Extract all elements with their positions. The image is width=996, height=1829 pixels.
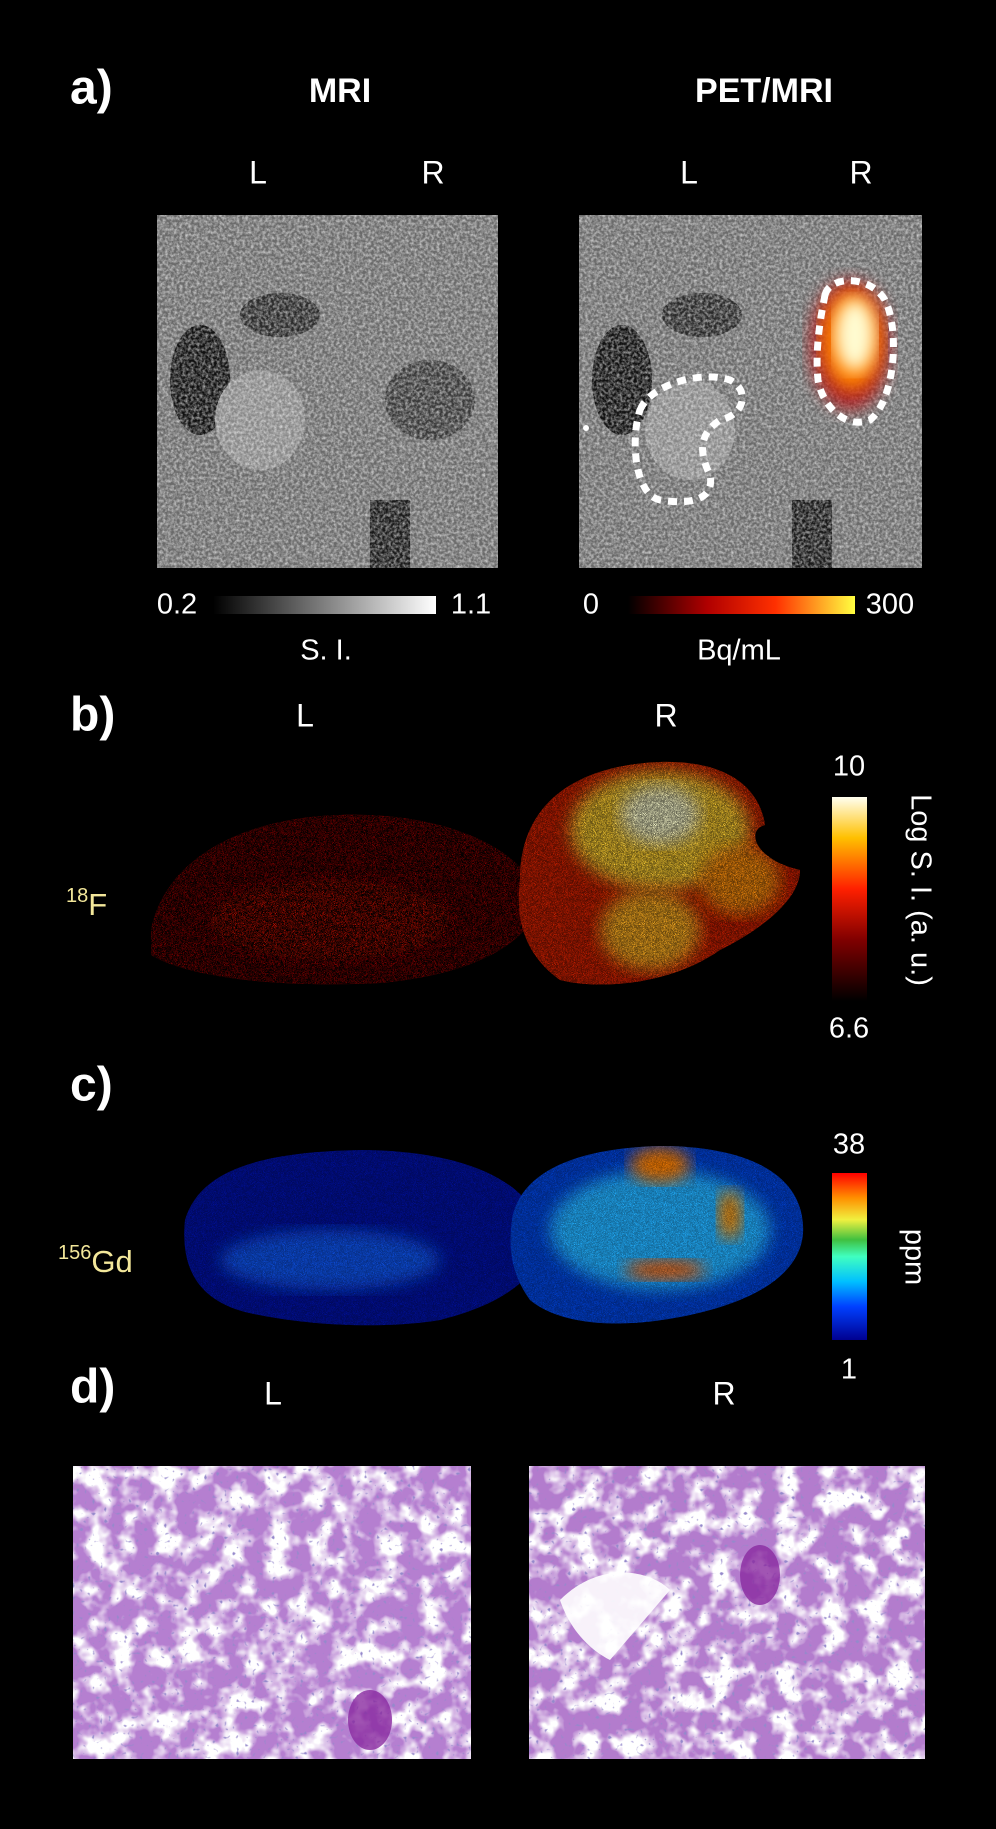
- colorbar-max: 10: [833, 751, 865, 783]
- f18-map-right: [518, 761, 800, 985]
- isotope-mass: 18: [66, 885, 88, 907]
- colorbar-min: 6.6: [829, 1013, 869, 1045]
- colorbar: [628, 596, 855, 614]
- panel-label: a): [70, 62, 113, 115]
- isotope: 18F: [66, 885, 107, 922]
- colorbar-max: 38: [833, 1129, 865, 1161]
- panel-label: d): [70, 1361, 115, 1414]
- side-label: R: [849, 154, 872, 190]
- side-label: R: [421, 154, 444, 190]
- colorbar-max: 1.1: [451, 589, 491, 621]
- side-label: R: [712, 1375, 735, 1411]
- column-title: MRI: [309, 72, 371, 110]
- isotope-symbol: F: [88, 887, 107, 922]
- side-label: L: [264, 1375, 282, 1411]
- gd156-map-right: [510, 1146, 804, 1324]
- colorbar-min: 1: [841, 1354, 857, 1386]
- gd156-map-left: [184, 1150, 542, 1326]
- mri-image: [157, 215, 498, 568]
- colorbar-unit: S. I.: [300, 635, 352, 667]
- isotope-mass: 156: [58, 1242, 91, 1264]
- colorbar: [832, 797, 867, 1001]
- f18-map-left: [151, 814, 541, 985]
- colorbar-min: 0.2: [157, 589, 197, 621]
- side-label: R: [654, 697, 677, 733]
- column-title: PET/MRI: [695, 72, 833, 110]
- colorbar-unit: Bq/mL: [697, 635, 781, 667]
- colorbar-max: 300: [866, 589, 914, 621]
- histology-left: [73, 1466, 471, 1759]
- colorbar-unit: Log S. I. (a. u.): [904, 794, 936, 986]
- side-label: L: [680, 154, 698, 190]
- colorbar: [213, 596, 436, 614]
- side-label: L: [296, 697, 314, 733]
- colorbar-min: 0: [583, 589, 599, 621]
- panel-label: c): [70, 1059, 113, 1112]
- side-label: L: [249, 154, 267, 190]
- panel-label: b): [70, 689, 115, 742]
- pet-mri-image: [579, 215, 922, 568]
- colorbar-unit: ppm: [898, 1229, 930, 1285]
- isotope-symbol: Gd: [91, 1244, 132, 1279]
- colorbar: [832, 1173, 867, 1340]
- isotope: 156Gd: [58, 1242, 133, 1279]
- histology-right: [529, 1466, 925, 1759]
